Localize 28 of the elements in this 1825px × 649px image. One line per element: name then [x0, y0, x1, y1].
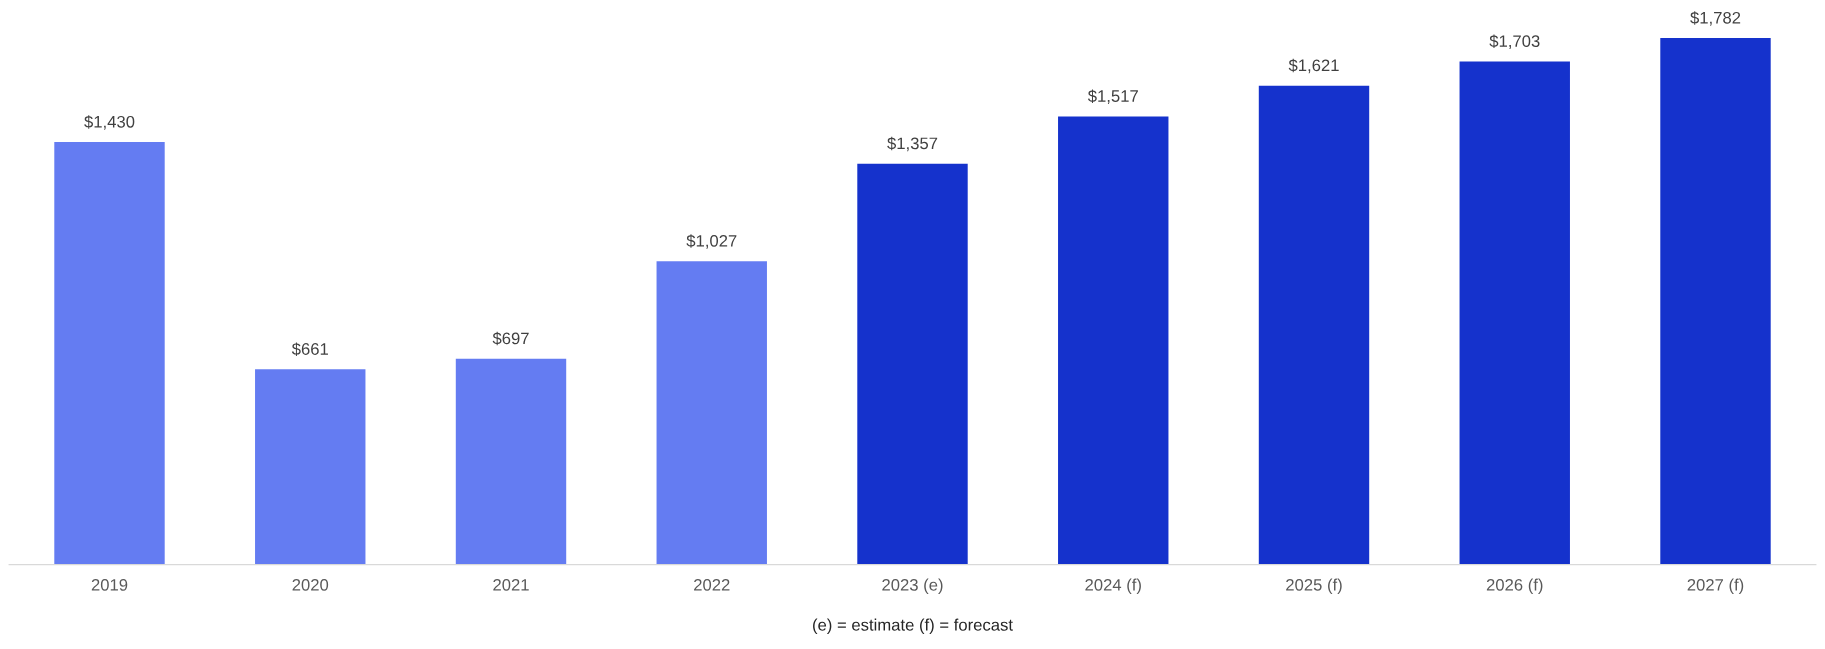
data-label: $1,430	[84, 115, 135, 130]
bar	[656, 261, 767, 565]
data-label: $1,357	[887, 136, 938, 152]
data-label: $1,027	[686, 234, 737, 249]
x-tick-label: 2022	[694, 578, 730, 591]
x-tick-label: 2025 (f)	[1286, 578, 1342, 595]
bar	[255, 369, 366, 565]
data-label: $1,621	[1288, 58, 1339, 74]
x-tick-label: 2023 (e)	[882, 578, 943, 595]
x-tick-label: 2020	[292, 578, 329, 591]
data-label: $1,782	[1690, 11, 1741, 26]
data-label: $1,703	[1489, 34, 1540, 49]
bar	[857, 163, 968, 565]
bar	[1459, 61, 1570, 565]
bar	[1660, 38, 1771, 565]
x-tick-label: 2024 (f)	[1085, 578, 1141, 595]
bar	[1258, 85, 1370, 565]
x-tick-label: 2021	[493, 578, 529, 591]
data-label: $697	[492, 331, 529, 346]
data-label: $661	[291, 342, 328, 356]
bar	[1058, 116, 1169, 565]
text: (e) = estimate (f) = forecast	[813, 618, 1013, 635]
bar	[54, 142, 165, 565]
x-tick-label: 2019	[91, 578, 128, 591]
x-tick-label: 2027 (f)	[1687, 578, 1744, 595]
x-tick-label: 2026 (f)	[1486, 578, 1543, 595]
bar	[455, 358, 567, 565]
data-label: $1,517	[1087, 89, 1138, 104]
